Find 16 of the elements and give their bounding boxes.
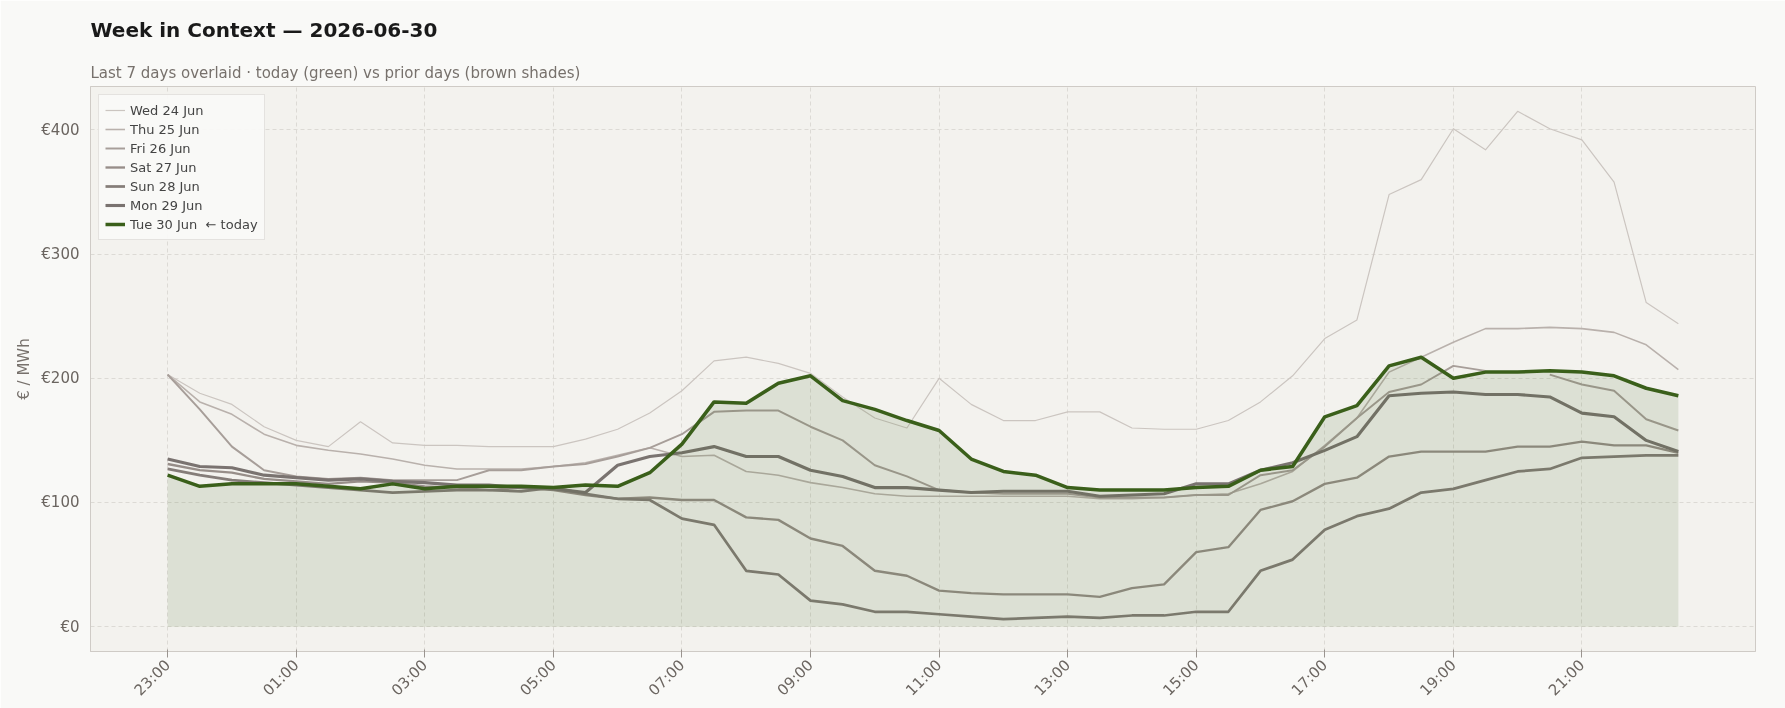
y-tick-label: €200 [41, 369, 80, 388]
legend-label: Tue 30 Jun ← today [130, 215, 258, 233]
y-tick-label: €400 [41, 120, 80, 139]
legend-label: Wed 24 Jun [130, 101, 204, 119]
y-axis-title: € / MWh [15, 338, 34, 400]
legend-label: Sun 28 Jun [130, 177, 200, 195]
legend-label: Fri 26 Jun [130, 139, 191, 157]
chart-subtitle: Last 7 days overlaid · today (green) vs prior days (brown shades) [90, 63, 581, 82]
y-tick-label: €300 [41, 245, 80, 264]
legend-label: Mon 29 Jun [130, 196, 203, 214]
y-tick-label: €0 [60, 617, 80, 636]
legend-label: Sat 27 Jun [130, 158, 197, 176]
chart-title: Week in Context — 2026-06-30 [90, 17, 438, 42]
line-series [166, 440, 1680, 599]
legend-label: Thu 25 Jun [130, 120, 200, 138]
y-tick-label: €100 [41, 493, 80, 512]
